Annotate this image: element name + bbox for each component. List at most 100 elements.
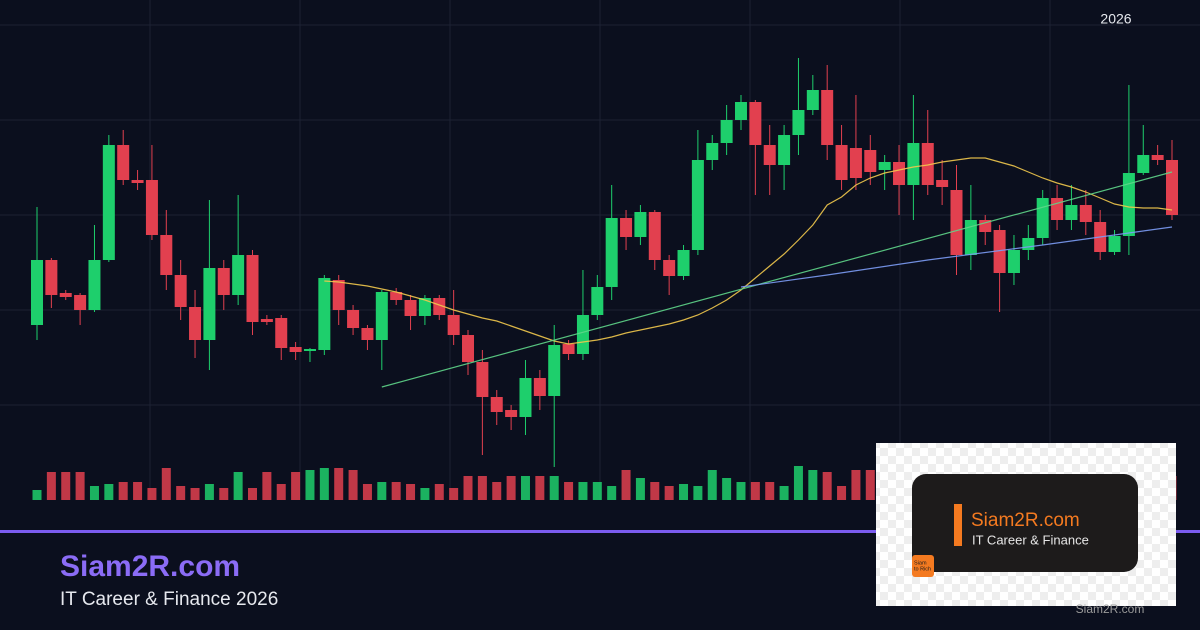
volume-bar [434,484,444,500]
candle-body [390,292,403,300]
candle-body [620,218,633,237]
volume-bar [420,488,430,500]
volume-bar [334,468,344,500]
candle-body [1065,205,1078,220]
candle-body [763,145,776,165]
volume-bar [61,472,71,500]
candle-body [246,255,259,322]
candle-body [462,335,475,362]
volume-bar [377,482,387,500]
candle-body [289,347,302,352]
volume-bar [578,482,588,500]
logo-card: Siam2R.com IT Career & Finance Siam to R… [876,443,1176,606]
volume-bar [406,484,416,500]
volume-bar [520,476,530,500]
candle-body [189,307,202,340]
volume-bar [650,482,660,500]
volume-bar [750,482,760,500]
volume-bar [607,486,617,500]
candle-body [174,275,187,307]
volume-bar [492,482,502,500]
candle-body [1166,160,1178,215]
candle-body [347,310,360,328]
volume-bar [75,472,85,500]
candle-body [979,220,992,232]
candle-body [260,319,273,322]
candle-body [849,148,862,178]
volume-bar [865,470,875,500]
candle-body [706,143,719,160]
divider [0,530,1200,533]
candle-body [734,102,747,120]
candle-body [1108,236,1121,252]
volume-bar [592,482,602,500]
logo-panel [912,474,1138,572]
candle-body [778,135,791,165]
volume-bar [262,472,272,500]
volume-bar [348,470,358,500]
volume-bar [276,484,286,500]
volume-bar [305,470,315,500]
candle-body [663,260,676,276]
volume-bar [506,476,516,500]
logo-bar [954,504,962,546]
candle-body [404,300,417,316]
candle-body [691,160,704,250]
footer-title: Siam2R.com [60,550,240,583]
volume-bar [549,476,559,500]
candle-body [993,230,1006,273]
volume-bar [621,470,631,500]
volume-bar [837,486,847,500]
indicator-line [740,226,1173,288]
candle-body [806,90,819,110]
badge-line: Siam [914,560,927,566]
candle-body [634,212,647,237]
candle-body [720,120,733,143]
candle-body [275,318,288,348]
candle-body [1122,173,1135,236]
candle-body [88,260,101,310]
volume-bar [664,486,674,500]
volume-bar [118,482,128,500]
candle-body [878,162,891,170]
candle-body [45,260,58,295]
candle-body [59,293,72,297]
candle-body [821,90,834,145]
candle-body [964,220,977,255]
candle-body [1007,250,1020,273]
volume-bar [176,486,186,500]
candle-body [476,362,489,397]
logo-subtitle: IT Career & Finance [972,532,1089,547]
volume-bar [463,476,473,500]
volume-bar [765,482,775,500]
volume-bar [564,482,574,500]
watermark: Siam2R.com [1076,602,1145,616]
volume-bar [190,488,200,500]
candle-body [418,298,431,316]
volume-bar [133,482,143,500]
volume-bar [808,470,818,500]
volume-bar [679,484,689,500]
volume-bar [693,486,703,500]
volume-bar [89,486,99,500]
volume-bar [233,472,243,500]
volume-bar [319,468,329,500]
indicator-line [324,157,1173,345]
candle-body [160,235,173,275]
volume-bar [535,476,545,500]
candle-body [102,145,115,260]
logo-badge [912,555,934,577]
candle-body [74,295,87,310]
indicator-line [381,171,1173,388]
volume-bar [248,488,258,500]
candle-body [792,110,805,135]
candle-body [505,410,518,417]
candle-body [232,255,245,295]
candle-body [318,278,331,350]
candle-body [1051,198,1064,220]
year-label: 2026 [1100,11,1131,27]
candle-body [907,143,920,185]
volume-bar [449,488,459,500]
candle-body [433,298,446,315]
